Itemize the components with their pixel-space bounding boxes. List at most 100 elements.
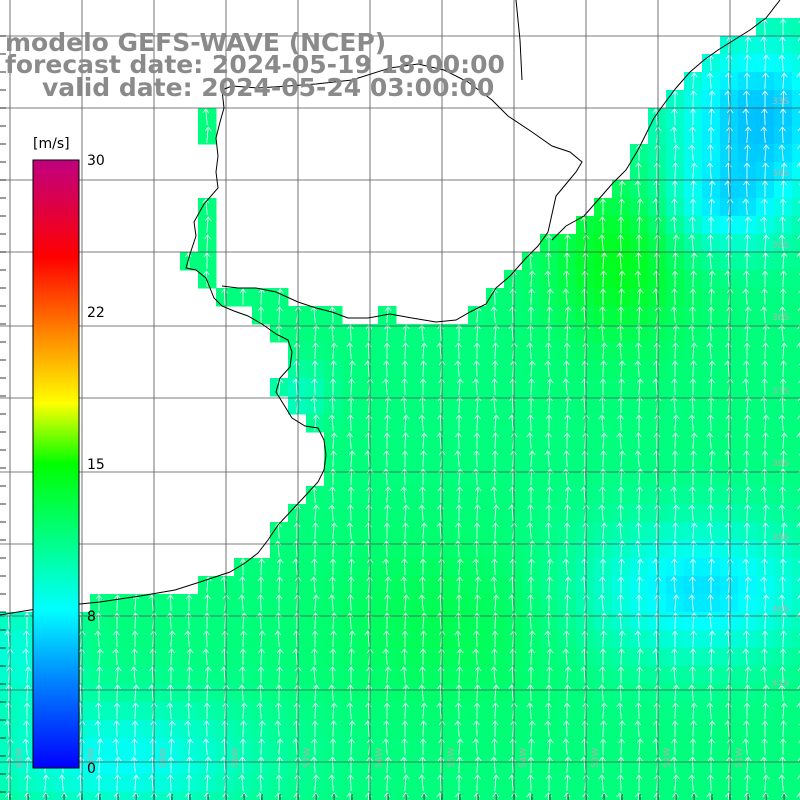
wind-arrow [797, 414, 800, 420]
coastline [0, 0, 781, 616]
wind-arrow [473, 702, 481, 719]
wind-arrow [743, 90, 750, 108]
wind-arrow [779, 36, 786, 54]
wind-arrow [653, 702, 661, 719]
wind-arrow [670, 576, 678, 594]
lat-label: 38S [772, 459, 789, 469]
wind-cell [720, 342, 739, 361]
wind-cell [558, 720, 577, 739]
wind-arrow [653, 360, 660, 378]
wind-arrow [312, 774, 320, 792]
wind-arrow [653, 630, 660, 648]
wind-arrow [383, 342, 391, 359]
wind-arrow [312, 324, 320, 342]
wind-arrow [689, 306, 696, 324]
wind-arrow [203, 702, 211, 719]
wind-arrow [780, 630, 787, 648]
wind-arrow [653, 180, 660, 198]
wind-arrow [618, 630, 626, 648]
wind-arrow [544, 450, 552, 468]
wind-arrow [760, 666, 768, 684]
wind-arrow [526, 342, 534, 360]
lat-label: 35S [772, 241, 789, 251]
wind-cell [90, 702, 109, 721]
wind-arrow [779, 216, 786, 234]
wind-arrow [455, 414, 463, 431]
wind-arrow [384, 774, 391, 792]
wind-cell [756, 738, 775, 757]
wind-arrow [762, 792, 769, 800]
wind-cell [360, 432, 379, 451]
wind-arrow [634, 630, 642, 648]
wind-arrow [491, 738, 498, 756]
wind-arrow [635, 234, 643, 251]
wind-arrow [725, 234, 733, 251]
wind-cell [396, 738, 415, 757]
wind-cell [756, 198, 775, 217]
wind-arrow [708, 630, 716, 648]
wind-arrow [275, 594, 283, 611]
wind-arrow [564, 684, 571, 702]
wind-arrow [689, 558, 697, 575]
wind-arrow [581, 378, 588, 396]
wind-arrow [706, 162, 714, 180]
wind-arrow [310, 396, 318, 414]
wind-cell [396, 468, 415, 487]
wind-arrow [328, 504, 336, 522]
wind-cell [648, 270, 667, 289]
wind-arrow [276, 666, 283, 684]
wind-arrow [527, 774, 534, 792]
wind-cell [414, 756, 433, 775]
wind-arrow [634, 450, 642, 468]
wind-arrow [328, 414, 336, 432]
wind-arrow [564, 324, 571, 342]
wind-arrow [348, 630, 356, 648]
wind-arrow [688, 774, 696, 792]
wind-arrow [330, 450, 337, 468]
wind-arrow [239, 756, 246, 774]
wind-arrow [564, 504, 571, 522]
colorbar-units: [m/s] [33, 136, 70, 152]
wind-arrow [24, 756, 32, 774]
wind-cell [792, 72, 800, 91]
wind-cell [756, 558, 775, 577]
wind-arrow [293, 342, 301, 359]
wind-arrow [401, 360, 409, 377]
wind-arrow [474, 486, 482, 504]
wind-arrow [743, 252, 751, 269]
lat-label: 33S [772, 97, 789, 107]
wind-arrow [348, 648, 355, 666]
wind-cell [738, 540, 757, 559]
wind-cell [774, 576, 793, 595]
wind-arrow [293, 792, 301, 800]
wind-cell [414, 792, 433, 800]
wind-cell [54, 792, 73, 800]
wind-arrow [492, 432, 499, 450]
wind-arrow [527, 504, 534, 522]
wind-arrow [384, 504, 391, 522]
wind-arrow [689, 756, 696, 774]
wind-arrow [707, 756, 715, 773]
wind-cell [216, 288, 235, 307]
wind-arrow [545, 252, 552, 270]
wind-cell [234, 666, 253, 685]
wind-arrow [797, 594, 800, 600]
wind-cell [288, 360, 307, 379]
wind-arrow [257, 684, 264, 702]
wind-arrow [130, 756, 138, 774]
wind-arrow [581, 360, 589, 377]
wind-arrow [670, 306, 678, 324]
border-line [515, 0, 523, 81]
wind-arrow [492, 324, 500, 342]
wind-cell [630, 612, 649, 631]
wind-cell [594, 792, 613, 800]
wind-cell [684, 216, 703, 235]
wind-arrow [635, 432, 642, 450]
wind-cell [108, 630, 127, 649]
wind-arrow [114, 684, 121, 702]
wind-arrow [274, 630, 282, 648]
wind-arrow [564, 594, 571, 612]
wind-cell [792, 486, 800, 505]
wind-arrow [725, 432, 732, 450]
wind-arrow [492, 522, 499, 540]
